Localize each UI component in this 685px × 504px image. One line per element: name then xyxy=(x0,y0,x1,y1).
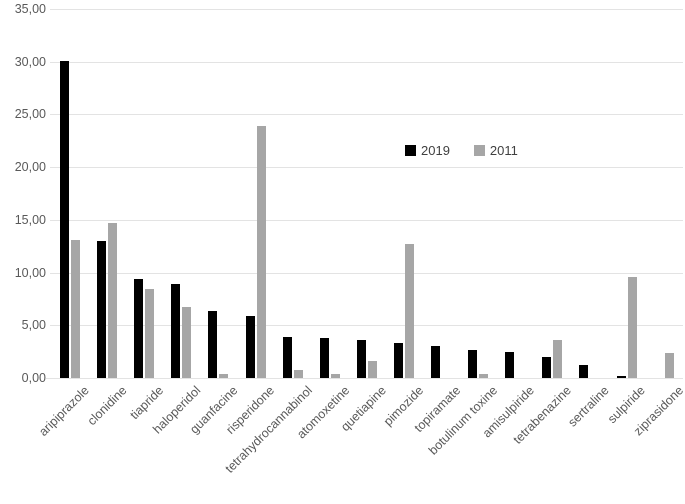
bar-2011-botulinum-toxine xyxy=(479,374,488,378)
legend-swatch-2011 xyxy=(473,145,485,156)
bar-2019-tetrabenazine xyxy=(542,357,551,378)
bar-2011-tiapride xyxy=(145,289,154,378)
y-tick-label: 5,00 xyxy=(21,318,46,332)
bar-2011-atomoxetine xyxy=(331,374,340,378)
bar-2019-atomoxetine xyxy=(320,338,329,378)
y-tick-label: 30,00 xyxy=(14,55,46,69)
legend-swatch-2019 xyxy=(405,145,416,156)
bar-2011-haloperidol xyxy=(182,307,191,378)
x-axis-line xyxy=(46,378,683,379)
gridline xyxy=(50,114,683,115)
y-tick-label: 20,00 xyxy=(14,160,46,174)
legend-item-2019: 2019 xyxy=(405,144,450,157)
bar-2011-tetrabenazine xyxy=(553,340,562,378)
x-tick-label-aripiprazole: aripiprazole xyxy=(36,383,93,439)
bar-2019-tiapride xyxy=(134,279,143,378)
x-tick-label-clonidine: clonidine xyxy=(84,383,130,429)
bar-2019-sulpiride xyxy=(617,376,626,378)
legend-label-2019: 2019 xyxy=(421,143,450,158)
gridline xyxy=(50,325,683,326)
bar-2019-guanfacine xyxy=(208,311,217,378)
bar-2019-haloperidol xyxy=(171,284,180,378)
plot-area xyxy=(46,9,683,379)
y-tick-label: 10,00 xyxy=(14,266,46,280)
y-tick-label: 0,00 xyxy=(21,371,46,385)
bar-2019-tetrahydrocannabinol xyxy=(283,337,292,378)
bar-2011-aripiprazole xyxy=(71,240,80,378)
bar-2011-guanfacine xyxy=(219,374,228,378)
gridline xyxy=(50,62,683,63)
bar-2011-quetiapine xyxy=(368,361,377,378)
bar-2019-quetiapine xyxy=(357,340,366,378)
bar-2011-risperidone xyxy=(257,126,266,378)
y-tick-label: 35,00 xyxy=(14,2,46,16)
bar-2019-pimozide xyxy=(394,343,403,378)
bar-2019-amisulpiride xyxy=(505,352,514,378)
y-tick-label: 15,00 xyxy=(14,213,46,227)
bar-2019-clonidine xyxy=(97,241,106,378)
bar-2019-risperidone xyxy=(246,316,255,378)
legend-label-2011: 2011 xyxy=(489,143,518,158)
bar-2011-ziprasidone xyxy=(665,353,674,378)
bar-2019-botulinum-toxine xyxy=(468,350,477,378)
gridline xyxy=(50,167,683,168)
gridline xyxy=(50,220,683,221)
bar-2011-tetrahydrocannabinol xyxy=(294,370,303,378)
bar-2011-sulpiride xyxy=(628,277,637,378)
bar-2011-pimozide xyxy=(405,244,414,378)
legend-item-2011: 2011 xyxy=(473,143,518,158)
bar-2011-clonidine xyxy=(108,223,117,378)
legend: 2019 2011 xyxy=(405,144,518,157)
gridline xyxy=(50,273,683,274)
bar-2019-sertraline xyxy=(579,365,588,378)
y-tick-label: 25,00 xyxy=(14,107,46,121)
gridline xyxy=(50,9,683,10)
bar-2019-aripiprazole xyxy=(60,61,69,378)
bar-2019-topiramate xyxy=(431,346,440,378)
